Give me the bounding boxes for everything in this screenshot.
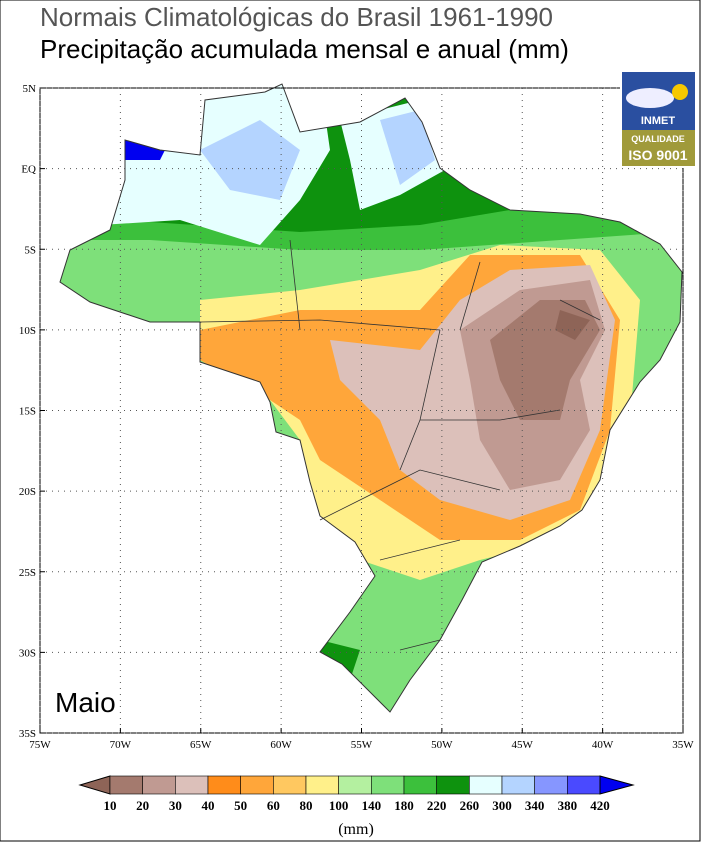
x-tick-label: 40W [592, 739, 614, 751]
field [200, 120, 300, 200]
colorbar-bin [305, 775, 339, 795]
x-tick-label: 45W [512, 739, 534, 751]
x-tick-label: 60W [270, 739, 292, 751]
x-tick-label: 35W [672, 739, 694, 751]
colorbar-label: 180 [394, 798, 414, 813]
colorbar-label: 140 [362, 798, 382, 813]
y-tick-label: 5S [24, 244, 36, 256]
y-tick-label: 30S [19, 647, 36, 659]
field [555, 310, 590, 340]
logo-iso: ISO 9001 [628, 147, 687, 163]
x-tick-label: 55W [351, 739, 373, 751]
colorbar-bin [207, 775, 241, 795]
state-borders [199, 239, 601, 651]
colorbar-label: 380 [558, 798, 578, 813]
colorbar-unit: (mm) [338, 821, 374, 838]
colorbar-bin [436, 775, 470, 795]
colorbar-label: 40 [202, 798, 215, 813]
y-tick-label: 25S [19, 567, 36, 579]
logo-sun [672, 84, 688, 100]
colorbar-label: 10 [104, 798, 117, 813]
colorbar-label: 420 [590, 798, 610, 813]
colorbar-bin [240, 775, 274, 795]
colorbar-label: 50 [234, 798, 247, 813]
logo-cloud [626, 88, 674, 108]
colorbar-bin [567, 775, 601, 795]
logo-bottom [622, 130, 695, 166]
colorbar-bin [175, 775, 209, 795]
colorbar-label: 340 [525, 798, 545, 813]
colorbar-bin [501, 775, 535, 795]
y-tick-label: 10S [19, 325, 36, 337]
x-tick-label: 70W [110, 739, 132, 751]
title: Normais Climatológicas do Brasil 1961-19… [40, 2, 553, 32]
y-tick-label: 5N [23, 83, 37, 95]
colorbar-label: 60 [267, 798, 280, 813]
colorbar-label: 300 [492, 798, 512, 813]
y-tick-label: EQ [21, 164, 36, 176]
colorbar-label: 100 [329, 798, 349, 813]
colorbar-bin [403, 775, 437, 795]
colorbar-label: 260 [460, 798, 480, 813]
colorbar-label: 220 [427, 798, 447, 813]
colorbar-bin [109, 775, 143, 795]
logo-name: INMET [641, 115, 676, 127]
colorbar-label: 20 [136, 798, 149, 813]
colorbar-label: 80 [300, 798, 313, 813]
y-tick-label: 20S [19, 486, 36, 498]
y-tick-label: 35S [19, 728, 36, 740]
x-tick-label: 65W [190, 739, 212, 751]
colorbar-upper [599, 775, 635, 795]
subtitle: Precipitação acumulada mensal e anual (m… [40, 34, 569, 64]
colorbar-bin [371, 775, 405, 795]
logo-quality: QUALIDADE [631, 134, 685, 144]
colorbar-bin [338, 775, 372, 795]
colorbar-bin [534, 775, 568, 795]
field [380, 110, 435, 185]
colorbar-label: 30 [169, 798, 182, 813]
colorbar-bin [469, 775, 503, 795]
colorbar-bin [142, 775, 176, 795]
x-tick-label: 75W [29, 739, 51, 751]
month-label: Maio [55, 687, 116, 718]
grid: 75W 70W 65W 60W 55W 50W 45W 40W 35W 5N EQ 5S 10S 15S 2… [19, 83, 694, 751]
colorbar: 10 20 30 40 50 60 80 100 140 180 220 260 300 340 380 42… [78, 775, 635, 813]
colorbar-bin [273, 775, 307, 795]
y-tick-label: 15S [19, 406, 36, 418]
x-tick-label: 50W [431, 739, 453, 751]
